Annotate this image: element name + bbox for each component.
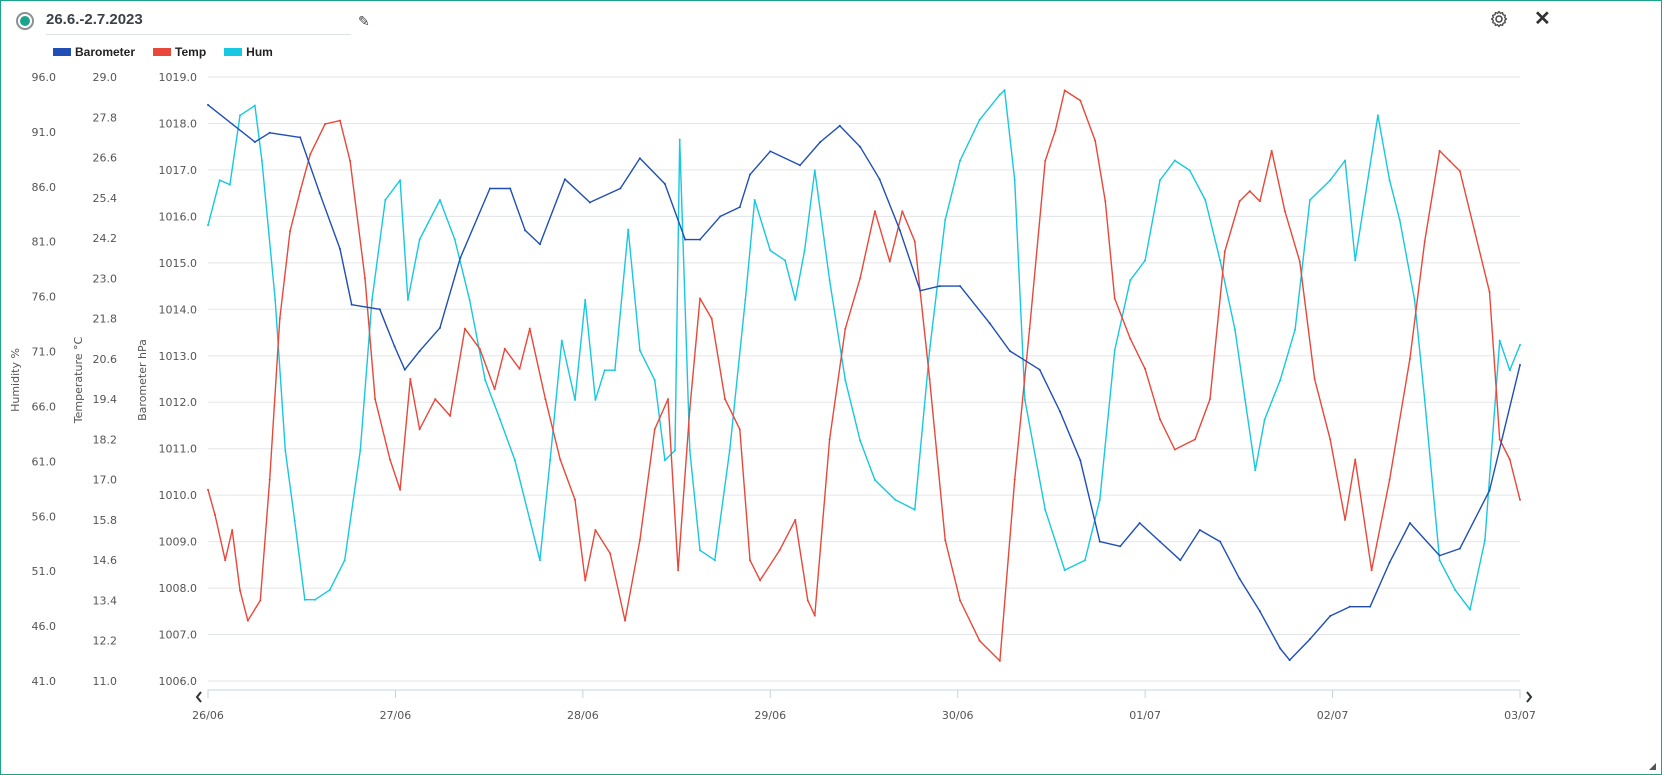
legend-item-barometer[interactable]: Barometer <box>53 45 135 59</box>
legend-label: Barometer <box>75 45 136 59</box>
legend-swatch <box>224 48 243 56</box>
gear-icon[interactable] <box>1489 9 1509 34</box>
radio-on-icon[interactable] <box>16 12 34 30</box>
resize-handle-icon[interactable] <box>1649 763 1656 770</box>
close-icon[interactable]: ✕ <box>1534 8 1551 30</box>
chart-legend: Barometer Temp Hum <box>53 45 273 59</box>
legend-swatch <box>153 48 172 56</box>
legend-swatch <box>53 48 71 56</box>
chart-title[interactable]: 26.6.-2.7.2023 <box>46 11 351 35</box>
legend-item-hum[interactable]: Hum <box>224 45 273 59</box>
legend-item-temp[interactable]: Temp <box>153 45 206 59</box>
legend-label: Temp <box>175 45 207 59</box>
legend-label: Hum <box>246 45 273 59</box>
pencil-icon[interactable]: ✎ <box>358 13 370 29</box>
